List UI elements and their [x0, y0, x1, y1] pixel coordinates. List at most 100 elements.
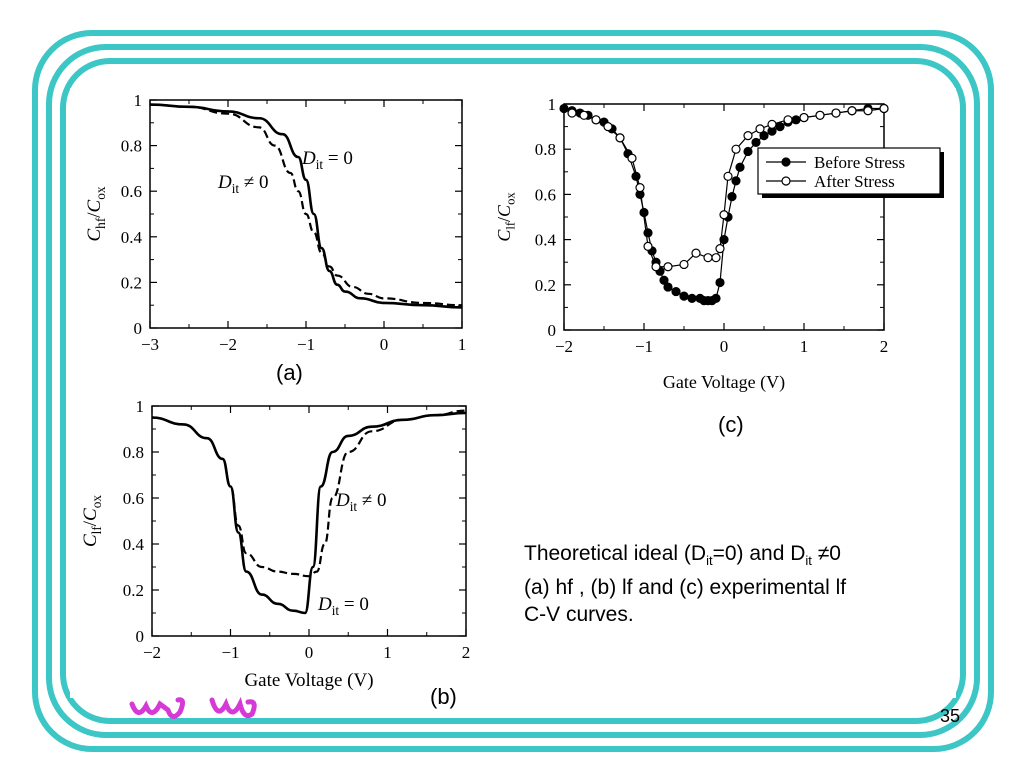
chart-c-svg: −2 −1 0 1 2 0 0.2 0.4 0.6 0.8 1 Clf/Cox Gate Voltage…	[494, 95, 944, 393]
data-point-open	[627, 153, 637, 163]
data-point-open	[651, 262, 661, 272]
series-line-before	[563, 107, 884, 302]
data-point-filled	[727, 192, 737, 202]
data-point-open	[567, 108, 577, 118]
data-point-filled	[775, 121, 785, 132]
data-point-filled	[559, 103, 569, 114]
data-point-filled	[743, 146, 753, 157]
data-point-filled	[659, 275, 669, 285]
chart-c-plot-group: −2 −1 0 1 2 0 0.2 0.4 0.6 0.8 1 Clf/Cox Gate Voltage…	[494, 95, 944, 393]
data-point-open	[603, 121, 613, 132]
data-point-open	[715, 244, 725, 254]
description-line-2: (a) hf , (b) lf and (c) experimental lf	[524, 576, 847, 600]
x-tick-label: −2	[143, 643, 161, 662]
data-point-filled	[679, 291, 689, 301]
chart-a-svg: −3 −2 −1 0 1 0 0.2 0.4 0.6 0.8 1 Chf/Cox Dit = 0 Dit …	[84, 91, 466, 354]
legend-marker-open	[781, 176, 791, 186]
data-point-open	[615, 133, 625, 143]
description-line-1: Theoretical ideal (Dit=0) and Dit ≠0	[524, 542, 841, 569]
data-point-open	[815, 110, 825, 120]
slide-description: Theoretical ideal (Dit=0) and Dit ≠0 (a)…	[524, 540, 934, 628]
slide-border-middle	[46, 44, 980, 738]
data-point-open	[663, 262, 673, 272]
x-tick-label: 0	[305, 643, 314, 662]
x-axis-label: Gate Voltage (V)	[663, 372, 785, 393]
y-tick-label: 1	[548, 95, 557, 114]
data-point-filled	[731, 176, 741, 186]
data-point-open	[679, 259, 689, 270]
x-tick-label: −2	[219, 335, 237, 354]
panel-label-a: (a)	[276, 360, 303, 385]
slide-border-outer	[32, 30, 994, 752]
y-axis-label: Clf/Cox	[494, 192, 518, 242]
y-tick-label: 0	[134, 319, 143, 338]
y-tick-label: 0	[136, 627, 145, 646]
x-tick-label: −1	[297, 335, 315, 354]
data-point-filled	[759, 131, 769, 141]
data-point-open	[743, 131, 753, 141]
y-tick-label: 0.2	[123, 581, 144, 600]
y-tick-label: 0.8	[121, 137, 142, 156]
annotation-dit-nonzero: Dit ≠ 0	[335, 490, 387, 514]
slide-border-inner	[60, 58, 966, 724]
x-tick-label: 0	[720, 337, 729, 356]
data-point-open	[863, 106, 873, 116]
data-point-open	[711, 253, 721, 263]
y-tick-label: 0.4	[535, 231, 557, 250]
y-tick-label: 0.2	[535, 276, 556, 295]
data-point-open	[831, 108, 841, 118]
y-tick-label: 1	[134, 91, 143, 110]
chart-panel-a: −3 −2 −1 0 1 0 0.2 0.4 0.6 0.8 1 Chf/Cox Dit = 0 Dit …	[70, 88, 490, 388]
logo-mark	[129, 696, 257, 719]
y-tick-label: 0.4	[123, 535, 145, 554]
chart-b-plot-group: −2 −1 0 1 2 0 0.2 0.4 0.6 0.8 1 Clf/Cox Gate Voltage…	[80, 397, 470, 691]
legend-shadow-bottom	[762, 194, 944, 198]
data-point-open	[767, 119, 777, 129]
y-tick-label: 0	[548, 321, 557, 340]
x-tick-label: 1	[800, 337, 809, 356]
data-point-filled	[687, 293, 697, 303]
data-point-open	[691, 248, 701, 258]
x-tick-label: 1	[458, 335, 467, 354]
series-line-solid	[149, 103, 463, 309]
data-point-open	[755, 124, 765, 134]
y-tick-label: 0.6	[121, 182, 142, 201]
description-line-3: C-V curves.	[524, 603, 634, 627]
y-tick-label: 1	[136, 397, 145, 416]
data-point-open	[723, 171, 733, 181]
chart-panel-b: −2 −1 0 1 2 0 0.2 0.4 0.6 0.8 1 Clf/Cox Gate Voltage…	[70, 394, 490, 704]
y-tick-label: 0.8	[123, 443, 144, 462]
x-tick-label: 2	[462, 643, 471, 662]
panel-label-c: (c)	[718, 412, 744, 437]
legend-marker-filled	[781, 157, 791, 167]
data-point-open	[643, 241, 653, 251]
x-tick-label: −2	[555, 337, 573, 356]
legend-entry: Before Stress	[814, 153, 905, 172]
chart-b-svg: −2 −1 0 1 2 0 0.2 0.4 0.6 0.8 1 Clf/Cox Gate Voltage…	[80, 397, 470, 691]
data-point-filled	[715, 277, 725, 288]
chart-a-plot-group: −3 −2 −1 0 1 0 0.2 0.4 0.6 0.8 1 Chf/Cox Dit = 0 Dit …	[84, 91, 466, 354]
legend-entry: After Stress	[814, 172, 895, 191]
x-tick-label: −3	[141, 335, 159, 354]
annotation-dit-nonzero: Dit ≠ 0	[217, 172, 269, 196]
series-line-solid	[151, 411, 467, 615]
x-tick-label: −1	[635, 337, 653, 356]
data-point-filled	[735, 162, 745, 172]
page-number: 35	[940, 706, 961, 726]
data-point-filled	[663, 282, 673, 292]
data-point-filled	[671, 286, 681, 297]
annotation-dit-zero: Dit = 0	[301, 148, 353, 172]
y-axis-label: Clf/Cox	[80, 495, 104, 547]
data-point-open	[635, 183, 645, 193]
data-point-filled	[711, 293, 721, 303]
data-point-open	[719, 210, 729, 220]
y-tick-label: 0.8	[535, 140, 556, 159]
y-tick-label: 0.6	[535, 185, 556, 204]
x-axis-label: Gate Voltage (V)	[244, 670, 373, 691]
data-point-filled	[719, 235, 729, 245]
data-point-open	[731, 144, 741, 154]
series-line-dashed	[151, 409, 467, 578]
data-point-filled	[751, 137, 761, 148]
x-tick-label: 1	[383, 643, 392, 662]
